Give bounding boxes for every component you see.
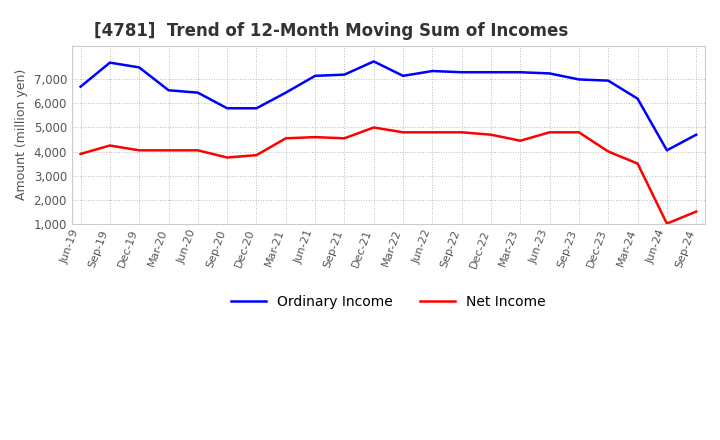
Ordinary Income: [516, 70, 525, 75]
Ordinary Income: [487, 70, 495, 75]
Net Income: [311, 135, 320, 140]
Net Income: [369, 125, 378, 130]
Ordinary Income: [164, 88, 173, 93]
Ordinary Income: [223, 106, 232, 111]
Ordinary Income: [692, 132, 701, 137]
Y-axis label: Amount (million yen): Amount (million yen): [15, 69, 28, 200]
Net Income: [634, 161, 642, 166]
Net Income: [604, 149, 613, 154]
Net Income: [516, 138, 525, 143]
Ordinary Income: [282, 90, 290, 95]
Net Income: [106, 143, 114, 148]
Line: Ordinary Income: Ordinary Income: [81, 62, 696, 150]
Ordinary Income: [662, 148, 671, 153]
Net Income: [164, 148, 173, 153]
Net Income: [457, 130, 466, 135]
Ordinary Income: [76, 84, 85, 89]
Ordinary Income: [340, 72, 348, 77]
Ordinary Income: [575, 77, 583, 82]
Ordinary Income: [604, 78, 613, 83]
Ordinary Income: [369, 59, 378, 64]
Net Income: [194, 148, 202, 153]
Net Income: [252, 153, 261, 158]
Net Income: [135, 148, 143, 153]
Net Income: [223, 155, 232, 160]
Net Income: [487, 132, 495, 137]
Ordinary Income: [634, 96, 642, 101]
Line: Net Income: Net Income: [81, 128, 696, 224]
Net Income: [575, 130, 583, 135]
Net Income: [662, 221, 671, 226]
Ordinary Income: [457, 70, 466, 75]
Ordinary Income: [545, 71, 554, 76]
Ordinary Income: [428, 68, 437, 73]
Ordinary Income: [135, 65, 143, 70]
Text: [4781]  Trend of 12-Month Moving Sum of Incomes: [4781] Trend of 12-Month Moving Sum of I…: [94, 22, 568, 40]
Ordinary Income: [106, 60, 114, 65]
Net Income: [428, 130, 437, 135]
Net Income: [76, 151, 85, 157]
Net Income: [545, 130, 554, 135]
Net Income: [399, 130, 408, 135]
Legend: Ordinary Income, Net Income: Ordinary Income, Net Income: [225, 290, 552, 315]
Net Income: [282, 136, 290, 141]
Ordinary Income: [252, 106, 261, 111]
Ordinary Income: [311, 73, 320, 78]
Ordinary Income: [399, 73, 408, 78]
Ordinary Income: [194, 90, 202, 95]
Net Income: [692, 209, 701, 214]
Net Income: [340, 136, 348, 141]
